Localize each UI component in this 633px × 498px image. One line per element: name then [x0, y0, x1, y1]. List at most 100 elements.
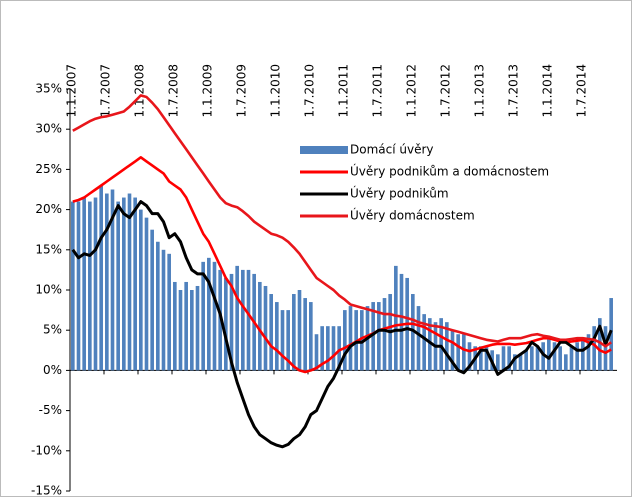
bar: [450, 330, 455, 371]
y-tick-label: 25%: [35, 162, 62, 176]
bar: [88, 201, 92, 371]
bar: [161, 249, 166, 371]
bar: [530, 346, 534, 371]
bar: [552, 342, 557, 371]
bar: [286, 310, 290, 371]
bar: [575, 342, 579, 371]
bar: [320, 326, 324, 371]
bar: [71, 201, 75, 371]
bar: [547, 338, 551, 371]
y-tick-label: -10%: [31, 443, 62, 457]
bar: [371, 302, 375, 371]
bar: [541, 342, 545, 371]
bar: [116, 201, 120, 371]
bar: [331, 326, 336, 371]
bar: [314, 334, 319, 371]
bar: [501, 346, 506, 371]
bar: [337, 326, 341, 371]
bar: [173, 281, 177, 371]
bar: [292, 294, 296, 371]
x-tick-label: 1.7.2014: [575, 64, 589, 117]
x-tick-label: 1.1.2009: [201, 64, 215, 117]
bar: [297, 290, 302, 371]
bar: [150, 229, 154, 371]
y-tick-label: 0%: [43, 363, 62, 377]
y-tick-label: 15%: [35, 242, 62, 256]
bar: [592, 326, 596, 371]
legend-label: Úvěry podnikům: [350, 186, 449, 201]
legend-label: Domácí úvěry: [350, 143, 434, 157]
line: [72, 94, 612, 348]
bar: [513, 354, 517, 371]
bar: [241, 269, 245, 371]
bar: [212, 261, 217, 371]
bar: [445, 322, 449, 371]
x-tick-label: 1.7.2010: [303, 64, 317, 117]
bar: [479, 346, 483, 371]
bar: [343, 310, 347, 371]
bar: [93, 197, 98, 371]
x-tick-label: 1.1.2011: [337, 64, 351, 117]
bar: [382, 298, 387, 371]
bar: [598, 318, 602, 371]
bar: [275, 302, 279, 371]
x-tick-label: 1.7.2012: [439, 64, 453, 117]
bar: [280, 310, 285, 371]
bar: [201, 261, 205, 371]
bar: [422, 314, 426, 371]
bar: [303, 298, 307, 371]
x-tick-label: 1.1.2008: [133, 64, 147, 117]
bar: [467, 342, 472, 371]
bar: [524, 350, 528, 371]
y-tick-label: -15%: [31, 484, 62, 498]
bar: [484, 346, 489, 371]
bar: [535, 346, 540, 371]
x-tick-label: 1.1.2010: [269, 64, 283, 117]
line: [71, 200, 613, 449]
bar: [195, 285, 200, 371]
y-tick-label: 5%: [43, 323, 62, 337]
bar: [224, 277, 228, 371]
x-tick-label: 1.7.2011: [371, 64, 385, 117]
y-tick-label: 20%: [35, 202, 62, 216]
bar: [428, 318, 432, 371]
bar: [462, 334, 466, 371]
bar: [178, 290, 183, 371]
bar: [139, 209, 143, 371]
bar: [190, 290, 194, 371]
bar: [558, 346, 562, 371]
bar: [507, 346, 511, 371]
bar: [603, 326, 608, 371]
bar: [586, 334, 591, 371]
bar: [360, 310, 364, 371]
bar: [184, 281, 188, 371]
bar: [133, 197, 137, 371]
x-tick-label: 1.7.2008: [167, 64, 181, 117]
x-tick-label: 1.1.2014: [541, 64, 555, 117]
bar: [581, 338, 585, 371]
bar: [439, 318, 443, 371]
bar: [399, 273, 404, 371]
bar: [377, 302, 381, 371]
bar: [167, 253, 171, 371]
bar: [569, 346, 574, 371]
bar: [122, 197, 126, 371]
y-tick-label: 30%: [35, 122, 62, 136]
bar: [82, 197, 86, 371]
bar: [309, 302, 313, 371]
line: [72, 156, 612, 374]
bar: [258, 281, 262, 371]
bar: [416, 306, 421, 371]
bar: [263, 285, 268, 371]
bar: [518, 354, 523, 371]
bar: [156, 241, 160, 371]
bar: [127, 193, 132, 371]
x-tick-label: 1.1.2013: [473, 64, 487, 117]
x-tick-label: 1.7.2009: [235, 64, 249, 117]
y-tick-label: 35%: [35, 82, 62, 96]
bar: [110, 189, 115, 371]
bar: [348, 306, 353, 371]
y-tick-label: -5%: [39, 403, 62, 417]
bar: [144, 217, 149, 371]
